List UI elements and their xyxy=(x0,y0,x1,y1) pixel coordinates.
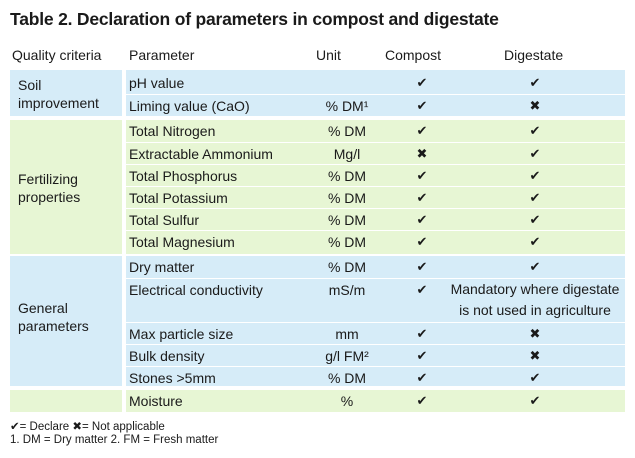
digestate-cell: ✔ xyxy=(529,212,541,227)
table-row: Bulk density g/l FM² ✔ ✖ xyxy=(126,344,625,367)
table-row: Total Nitrogen % DM ✔ ✔ xyxy=(126,120,625,142)
parameter-cell: Total Potassium xyxy=(129,190,228,206)
compost-cell: ✔ xyxy=(416,168,428,183)
digestate-cell: ✔ xyxy=(529,190,541,205)
unit-cell: g/l FM² xyxy=(325,348,369,364)
unit-cell: % DM xyxy=(327,123,367,139)
group-label: General parameters xyxy=(18,300,89,334)
digestate-cell: ✖ xyxy=(529,348,541,363)
compost-cell: ✖ xyxy=(416,146,428,161)
table-row: Total Potassium % DM ✔ ✔ xyxy=(126,186,625,209)
compost-cell: ✔ xyxy=(416,123,428,138)
digestate-cell: ✖ xyxy=(529,98,541,113)
compost-cell: ✔ xyxy=(416,190,428,205)
symbol-legend: ✔= Declare ✖= Not applicable xyxy=(10,421,165,433)
parameter-cell: Extractable Ammonium xyxy=(129,146,273,162)
group-moisture: Moisture % ✔ ✔ xyxy=(10,390,625,412)
group-label: Soil improvement xyxy=(18,77,99,111)
compost-cell: ✔ xyxy=(416,282,428,297)
parameter-cell: Electrical conductivity xyxy=(129,282,263,298)
digestate-cell: ✔ xyxy=(529,168,541,183)
table-row: Liming value (CaO) % DM¹ ✔ ✖ xyxy=(126,94,625,117)
table-row: Electrical conductivity mS/m ✔ Mandatory… xyxy=(126,278,625,323)
digestate-cell: Mandatory where digestate is not used in… xyxy=(450,281,620,318)
unit-cell: mm xyxy=(335,326,359,342)
compost-cell: ✔ xyxy=(416,234,428,249)
compost-cell: ✔ xyxy=(416,259,428,274)
group-fertilizing-properties: Fertilizing properties Total Nitrogen % … xyxy=(10,120,625,254)
table-row: Total Sulfur % DM ✔ ✔ xyxy=(126,208,625,231)
digestate-cell: ✔ xyxy=(529,370,541,385)
compost-cell: ✔ xyxy=(416,326,428,341)
header-digestate: Digestate xyxy=(504,47,564,63)
table-title: Table 2. Declaration of parameters in co… xyxy=(10,9,499,29)
parameter-cell: pH value xyxy=(129,75,185,91)
unit-cell: Mg/l xyxy=(333,146,361,162)
digestate-cell: ✔ xyxy=(529,234,541,249)
parameter-cell: Stones >5mm xyxy=(129,370,216,386)
digestate-cell: ✔ xyxy=(529,123,541,138)
header-parameter: Parameter xyxy=(129,47,195,63)
table-row: Dry matter % DM ✔ ✔ xyxy=(126,256,625,278)
digestate-cell: ✔ xyxy=(529,75,541,90)
group-soil-improvement: Soil improvement pH value ✔ ✔ Liming val… xyxy=(10,70,625,116)
parameter-cell: Total Magnesium xyxy=(129,234,235,250)
unit-cell: % DM¹ xyxy=(325,98,369,114)
table-row: Max particle size mm ✔ ✖ xyxy=(126,322,625,345)
parameter-cell: Liming value (CaO) xyxy=(129,98,250,114)
group-general-parameters: General parameters Dry matter % DM ✔ ✔ E… xyxy=(10,256,625,386)
unit-cell: mS/m xyxy=(328,282,366,298)
digestate-cell: ✖ xyxy=(529,326,541,341)
unit-cell: % DM xyxy=(327,190,367,206)
digestate-cell: ✔ xyxy=(529,146,541,161)
compost-cell: ✔ xyxy=(416,212,428,227)
footnotes: 1. DM = Dry matter 2. FM = Fresh matter xyxy=(10,434,219,446)
unit-cell: % DM xyxy=(327,212,367,228)
digestate-cell: ✔ xyxy=(529,393,541,408)
group-label: Fertilizing properties xyxy=(18,171,81,205)
parameter-cell: Total Nitrogen xyxy=(129,123,216,139)
unit-cell: % DM xyxy=(327,259,367,275)
unit-cell: % DM xyxy=(327,370,367,386)
table-row: pH value ✔ ✔ xyxy=(126,72,625,94)
header-quality-criteria: Quality criteria xyxy=(12,47,102,63)
table-row: Total Magnesium % DM ✔ ✔ xyxy=(126,230,625,253)
compost-cell: ✔ xyxy=(416,370,428,385)
digestate-cell: ✔ xyxy=(529,259,541,274)
table-row: Moisture % ✔ ✔ xyxy=(126,390,625,412)
compost-cell: ✔ xyxy=(416,75,428,90)
parameter-cell: Total Phosphorus xyxy=(129,168,238,184)
table-row: Total Phosphorus % DM ✔ ✔ xyxy=(126,164,625,187)
parameter-cell: Dry matter xyxy=(129,259,195,275)
compost-cell: ✔ xyxy=(416,348,428,363)
parameter-cell: Moisture xyxy=(129,393,183,409)
parameter-cell: Total Sulfur xyxy=(129,212,200,228)
parameter-cell: Max particle size xyxy=(129,326,234,342)
header-compost: Compost xyxy=(385,47,442,63)
unit-cell: % xyxy=(340,393,354,409)
compost-cell: ✔ xyxy=(416,98,428,113)
table-row: Extractable Ammonium Mg/l ✖ ✔ xyxy=(126,142,625,165)
compost-cell: ✔ xyxy=(416,393,428,408)
table-row: Stones >5mm % DM ✔ ✔ xyxy=(126,366,625,389)
unit-cell: % DM xyxy=(327,168,367,184)
unit-cell: % DM xyxy=(327,234,367,250)
header-unit: Unit xyxy=(316,47,341,63)
parameter-cell: Bulk density xyxy=(129,348,205,364)
